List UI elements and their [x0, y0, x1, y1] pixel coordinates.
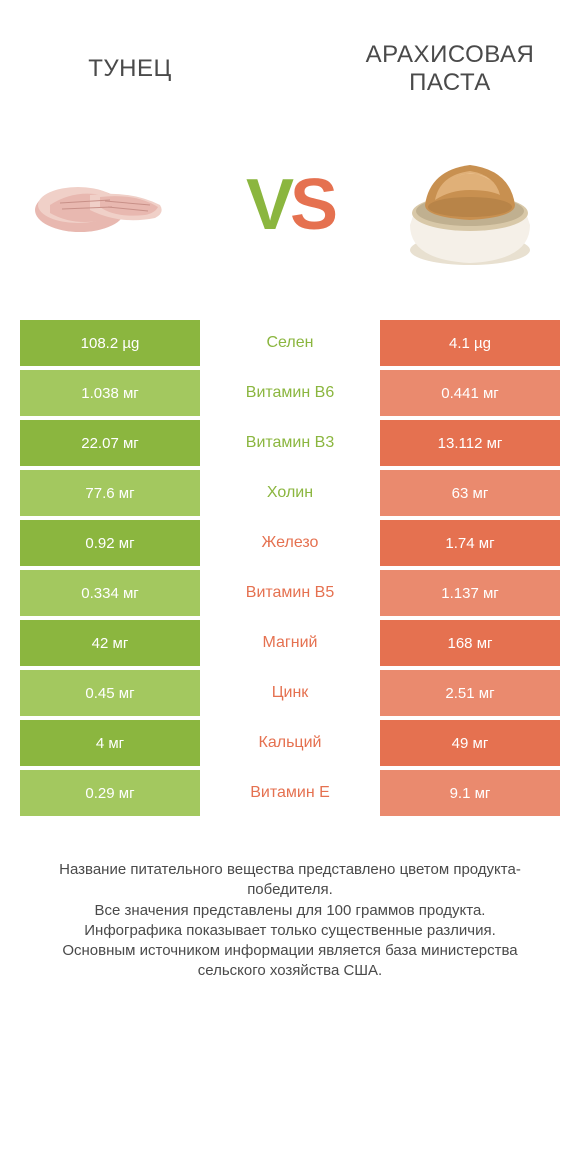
table-row: 108.2 µgСелен4.1 µg [20, 320, 560, 370]
table-row: 0.29 мгВитамин E9.1 мг [20, 770, 560, 820]
right-value: 0.441 мг [380, 370, 560, 416]
nutrient-label: Витамин B6 [200, 370, 380, 416]
right-product-title: АРАХИСОВАЯ ПАСТА [350, 41, 550, 97]
left-value: 4 мг [20, 720, 200, 766]
table-row: 4 мгКальций49 мг [20, 720, 560, 770]
left-value: 77.6 мг [20, 470, 200, 516]
table-row: 0.92 мгЖелезо1.74 мг [20, 520, 560, 570]
nutrient-label: Витамин B5 [200, 570, 380, 616]
left-product-title: ТУНЕЦ [30, 55, 230, 83]
left-value: 0.92 мг [20, 520, 200, 566]
vs-v: V [246, 165, 290, 245]
comparison-table: 108.2 µgСелен4.1 µg1.038 мгВитамин B60.4… [0, 320, 580, 820]
left-value: 0.29 мг [20, 770, 200, 816]
header: ТУНЕЦ АРАХИСОВАЯ ПАСТА [0, 0, 580, 120]
tuna-image [30, 125, 190, 285]
right-value: 4.1 µg [380, 320, 560, 366]
peanut-butter-image [390, 125, 550, 285]
right-value: 49 мг [380, 720, 560, 766]
vs-s: S [290, 165, 334, 245]
vs-label: VS [246, 164, 334, 246]
left-value: 22.07 мг [20, 420, 200, 466]
table-row: 77.6 мгХолин63 мг [20, 470, 560, 520]
left-value: 0.334 мг [20, 570, 200, 616]
table-row: 0.45 мгЦинк2.51 мг [20, 670, 560, 720]
left-value: 1.038 мг [20, 370, 200, 416]
peanut-butter-icon [395, 135, 545, 275]
nutrient-label: Витамин E [200, 770, 380, 816]
nutrient-label: Витамин B3 [200, 420, 380, 466]
tuna-icon [30, 155, 190, 255]
footer-notes: Название питательного вещества представл… [0, 820, 580, 982]
table-row: 0.334 мгВитамин B51.137 мг [20, 570, 560, 620]
nutrient-label: Цинк [200, 670, 380, 716]
right-value: 63 мг [380, 470, 560, 516]
left-value: 42 мг [20, 620, 200, 666]
footer-line-2: Все значения представлены для 100 граммо… [30, 901, 550, 921]
right-value: 9.1 мг [380, 770, 560, 816]
nutrient-label: Холин [200, 470, 380, 516]
footer-line-4: Основным источником информации является … [30, 941, 550, 982]
right-value: 2.51 мг [380, 670, 560, 716]
right-value: 1.137 мг [380, 570, 560, 616]
nutrient-label: Железо [200, 520, 380, 566]
images-row: VS [0, 120, 580, 320]
table-row: 22.07 мгВитамин B313.112 мг [20, 420, 560, 470]
right-value: 168 мг [380, 620, 560, 666]
table-row: 42 мгМагний168 мг [20, 620, 560, 670]
footer-line-1: Название питательного вещества представл… [30, 860, 550, 901]
right-value: 13.112 мг [380, 420, 560, 466]
nutrient-label: Селен [200, 320, 380, 366]
right-value: 1.74 мг [380, 520, 560, 566]
left-value: 108.2 µg [20, 320, 200, 366]
left-value: 0.45 мг [20, 670, 200, 716]
table-row: 1.038 мгВитамин B60.441 мг [20, 370, 560, 420]
nutrient-label: Кальций [200, 720, 380, 766]
footer-line-3: Инфографика показывает только существенн… [30, 921, 550, 941]
nutrient-label: Магний [200, 620, 380, 666]
